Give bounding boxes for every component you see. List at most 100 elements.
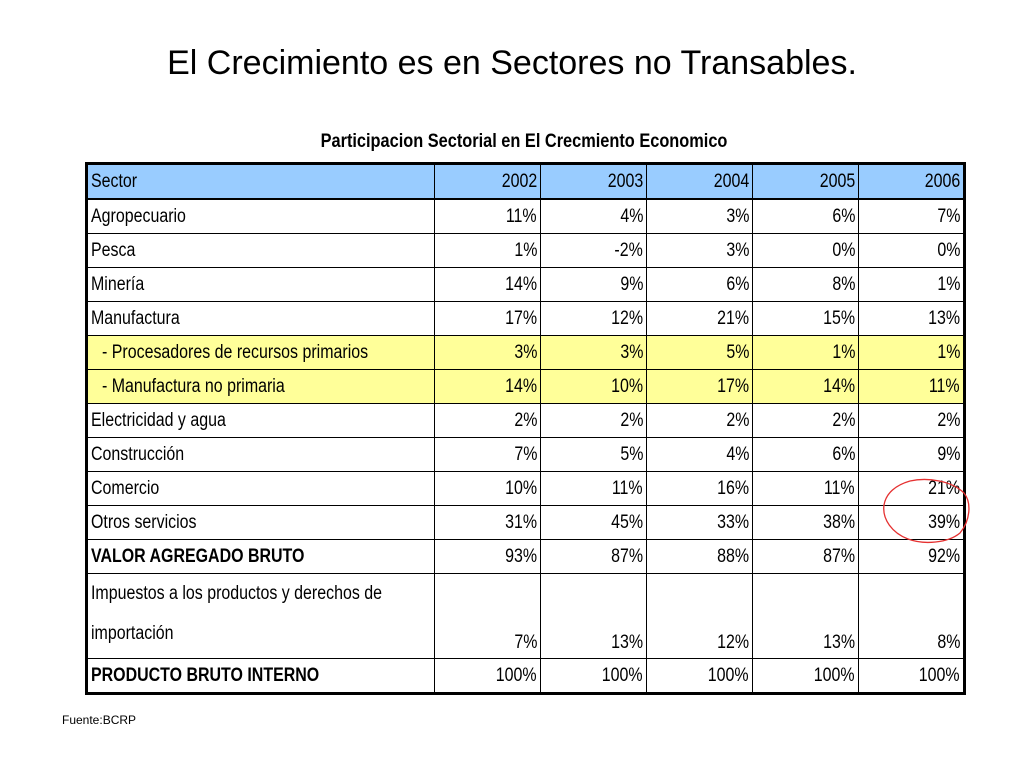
cell-value: 3% <box>434 335 541 370</box>
table-row-electricidad-agua: Electricidad y agua 2% 2% 2% 2% 2% <box>86 403 965 438</box>
cell-value: 9% <box>540 267 647 302</box>
cell-value: 21% <box>646 301 753 336</box>
header-year-2002: 2002 <box>434 163 541 200</box>
cell-value: 100% <box>752 658 859 694</box>
table-row-manufactura-no-primaria: - Manufactura no primaria 14% 10% 17% 14… <box>86 369 965 404</box>
cell-value: 88% <box>646 539 753 574</box>
slide-title: El Crecimiento es en Sectores no Transab… <box>167 44 857 82</box>
cell-value: 15% <box>752 301 859 336</box>
cell-value: 17% <box>646 369 753 404</box>
cell-value: 3% <box>540 335 647 370</box>
row-label: Otros servicios <box>86 505 435 540</box>
cell-value: 3% <box>646 233 753 268</box>
cell-value: 87% <box>540 539 647 574</box>
row-label: Agropecuario <box>86 198 435 234</box>
cell-value: 7% <box>434 437 541 472</box>
cell-value: 0% <box>752 233 859 268</box>
cell-value: 5% <box>540 437 647 472</box>
table-row-valor-agregado-bruto: VALOR AGREGADO BRUTO 93% 87% 88% 87% 92% <box>86 539 965 574</box>
cell-value: 1% <box>858 267 965 302</box>
row-label: VALOR AGREGADO BRUTO <box>86 539 435 574</box>
table-row-mineria: Minería 14% 9% 6% 8% 1% <box>86 267 965 302</box>
cell-value: 10% <box>540 369 647 404</box>
table-row-comercio: Comercio 10% 11% 16% 11% 21% <box>86 471 965 506</box>
cell-value: 4% <box>540 198 647 234</box>
cell-value: 39% <box>858 505 965 540</box>
cell-value: 6% <box>752 198 859 234</box>
cell-value: 31% <box>434 505 541 540</box>
cell-value: 100% <box>858 658 965 694</box>
table-row-otros-servicios: Otros servicios 31% 45% 33% 38% 39% <box>86 505 965 540</box>
cell-value: 11% <box>752 471 859 506</box>
cell-value: 5% <box>646 335 753 370</box>
cell-value: 2% <box>646 403 753 438</box>
cell-value: 45% <box>540 505 647 540</box>
cell-value: 1% <box>858 335 965 370</box>
source-note: Fuente:BCRP <box>62 713 137 727</box>
cell-value: 87% <box>752 539 859 574</box>
row-label: PRODUCTO BRUTO INTERNO <box>86 658 435 694</box>
cell-value: 33% <box>646 505 753 540</box>
cell-value: 100% <box>646 658 753 694</box>
cell-value: 100% <box>540 658 647 694</box>
cell-value: 7% <box>434 573 541 659</box>
cell-value: 1% <box>752 335 859 370</box>
row-label: Construcción <box>86 437 435 472</box>
cell-value: 8% <box>858 573 965 659</box>
cell-value: -2% <box>540 233 647 268</box>
cell-value: 8% <box>752 267 859 302</box>
cell-value: 14% <box>752 369 859 404</box>
table-row-impuestos: Impuestos a los productos y derechos de … <box>86 573 965 659</box>
cell-value: 2% <box>540 403 647 438</box>
cell-value: 9% <box>858 437 965 472</box>
table-header-row: Sector 2002 2003 2004 2005 2006 <box>86 163 965 200</box>
table-caption: Participacion Sectorial en El Crecmiento… <box>320 131 728 152</box>
table-row-construccion: Construcción 7% 5% 4% 6% 9% <box>86 437 965 472</box>
cell-value: 6% <box>646 267 753 302</box>
cell-value: 21% <box>858 471 965 506</box>
table-row-pesca: Pesca 1% -2% 3% 0% 0% <box>86 233 965 268</box>
cell-value: 93% <box>434 539 541 574</box>
row-label: - Manufactura no primaria <box>86 369 435 404</box>
row-label: Electricidad y agua <box>86 403 435 438</box>
cell-value: 3% <box>646 198 753 234</box>
cell-value: 13% <box>540 573 647 659</box>
header-year-2005: 2005 <box>752 163 859 200</box>
table-row-procesadores-primarios: - Procesadores de recursos primarios 3% … <box>86 335 965 370</box>
cell-value: 0% <box>858 233 965 268</box>
header-year-2003: 2003 <box>540 163 647 200</box>
row-label: Comercio <box>86 471 435 506</box>
header-sector: Sector <box>86 163 435 200</box>
cell-value: 2% <box>858 403 965 438</box>
cell-value: 12% <box>646 573 753 659</box>
table-row-agropecuario: Agropecuario 11% 4% 3% 6% 7% <box>86 198 965 234</box>
cell-value: 6% <box>752 437 859 472</box>
cell-value: 14% <box>434 369 541 404</box>
cell-value: 17% <box>434 301 541 336</box>
cell-value: 10% <box>434 471 541 506</box>
cell-value: 16% <box>646 471 753 506</box>
row-label: Minería <box>86 267 435 302</box>
cell-value: 11% <box>858 369 965 404</box>
cell-value: 13% <box>858 301 965 336</box>
cell-value: 7% <box>858 198 965 234</box>
row-label: Impuestos a los productos y derechos de … <box>86 573 435 659</box>
cell-value: 11% <box>434 198 541 234</box>
cell-value: 14% <box>434 267 541 302</box>
cell-value: 2% <box>434 403 541 438</box>
cell-value: 12% <box>540 301 647 336</box>
table-row-manufactura: Manufactura 17% 12% 21% 15% 13% <box>86 301 965 336</box>
cell-value: 11% <box>540 471 647 506</box>
row-label: Pesca <box>86 233 435 268</box>
cell-value: 1% <box>434 233 541 268</box>
row-label: - Procesadores de recursos primarios <box>86 335 435 370</box>
cell-value: 2% <box>752 403 859 438</box>
table-row-producto-bruto-interno: PRODUCTO BRUTO INTERNO 100% 100% 100% 10… <box>86 658 965 694</box>
sector-participation-table: Sector 2002 2003 2004 2005 2006 Agropecu… <box>85 162 966 695</box>
cell-value: 100% <box>434 658 541 694</box>
row-label: Manufactura <box>86 301 435 336</box>
header-year-2004: 2004 <box>646 163 753 200</box>
header-year-2006: 2006 <box>858 163 965 200</box>
cell-value: 38% <box>752 505 859 540</box>
cell-value: 92% <box>858 539 965 574</box>
